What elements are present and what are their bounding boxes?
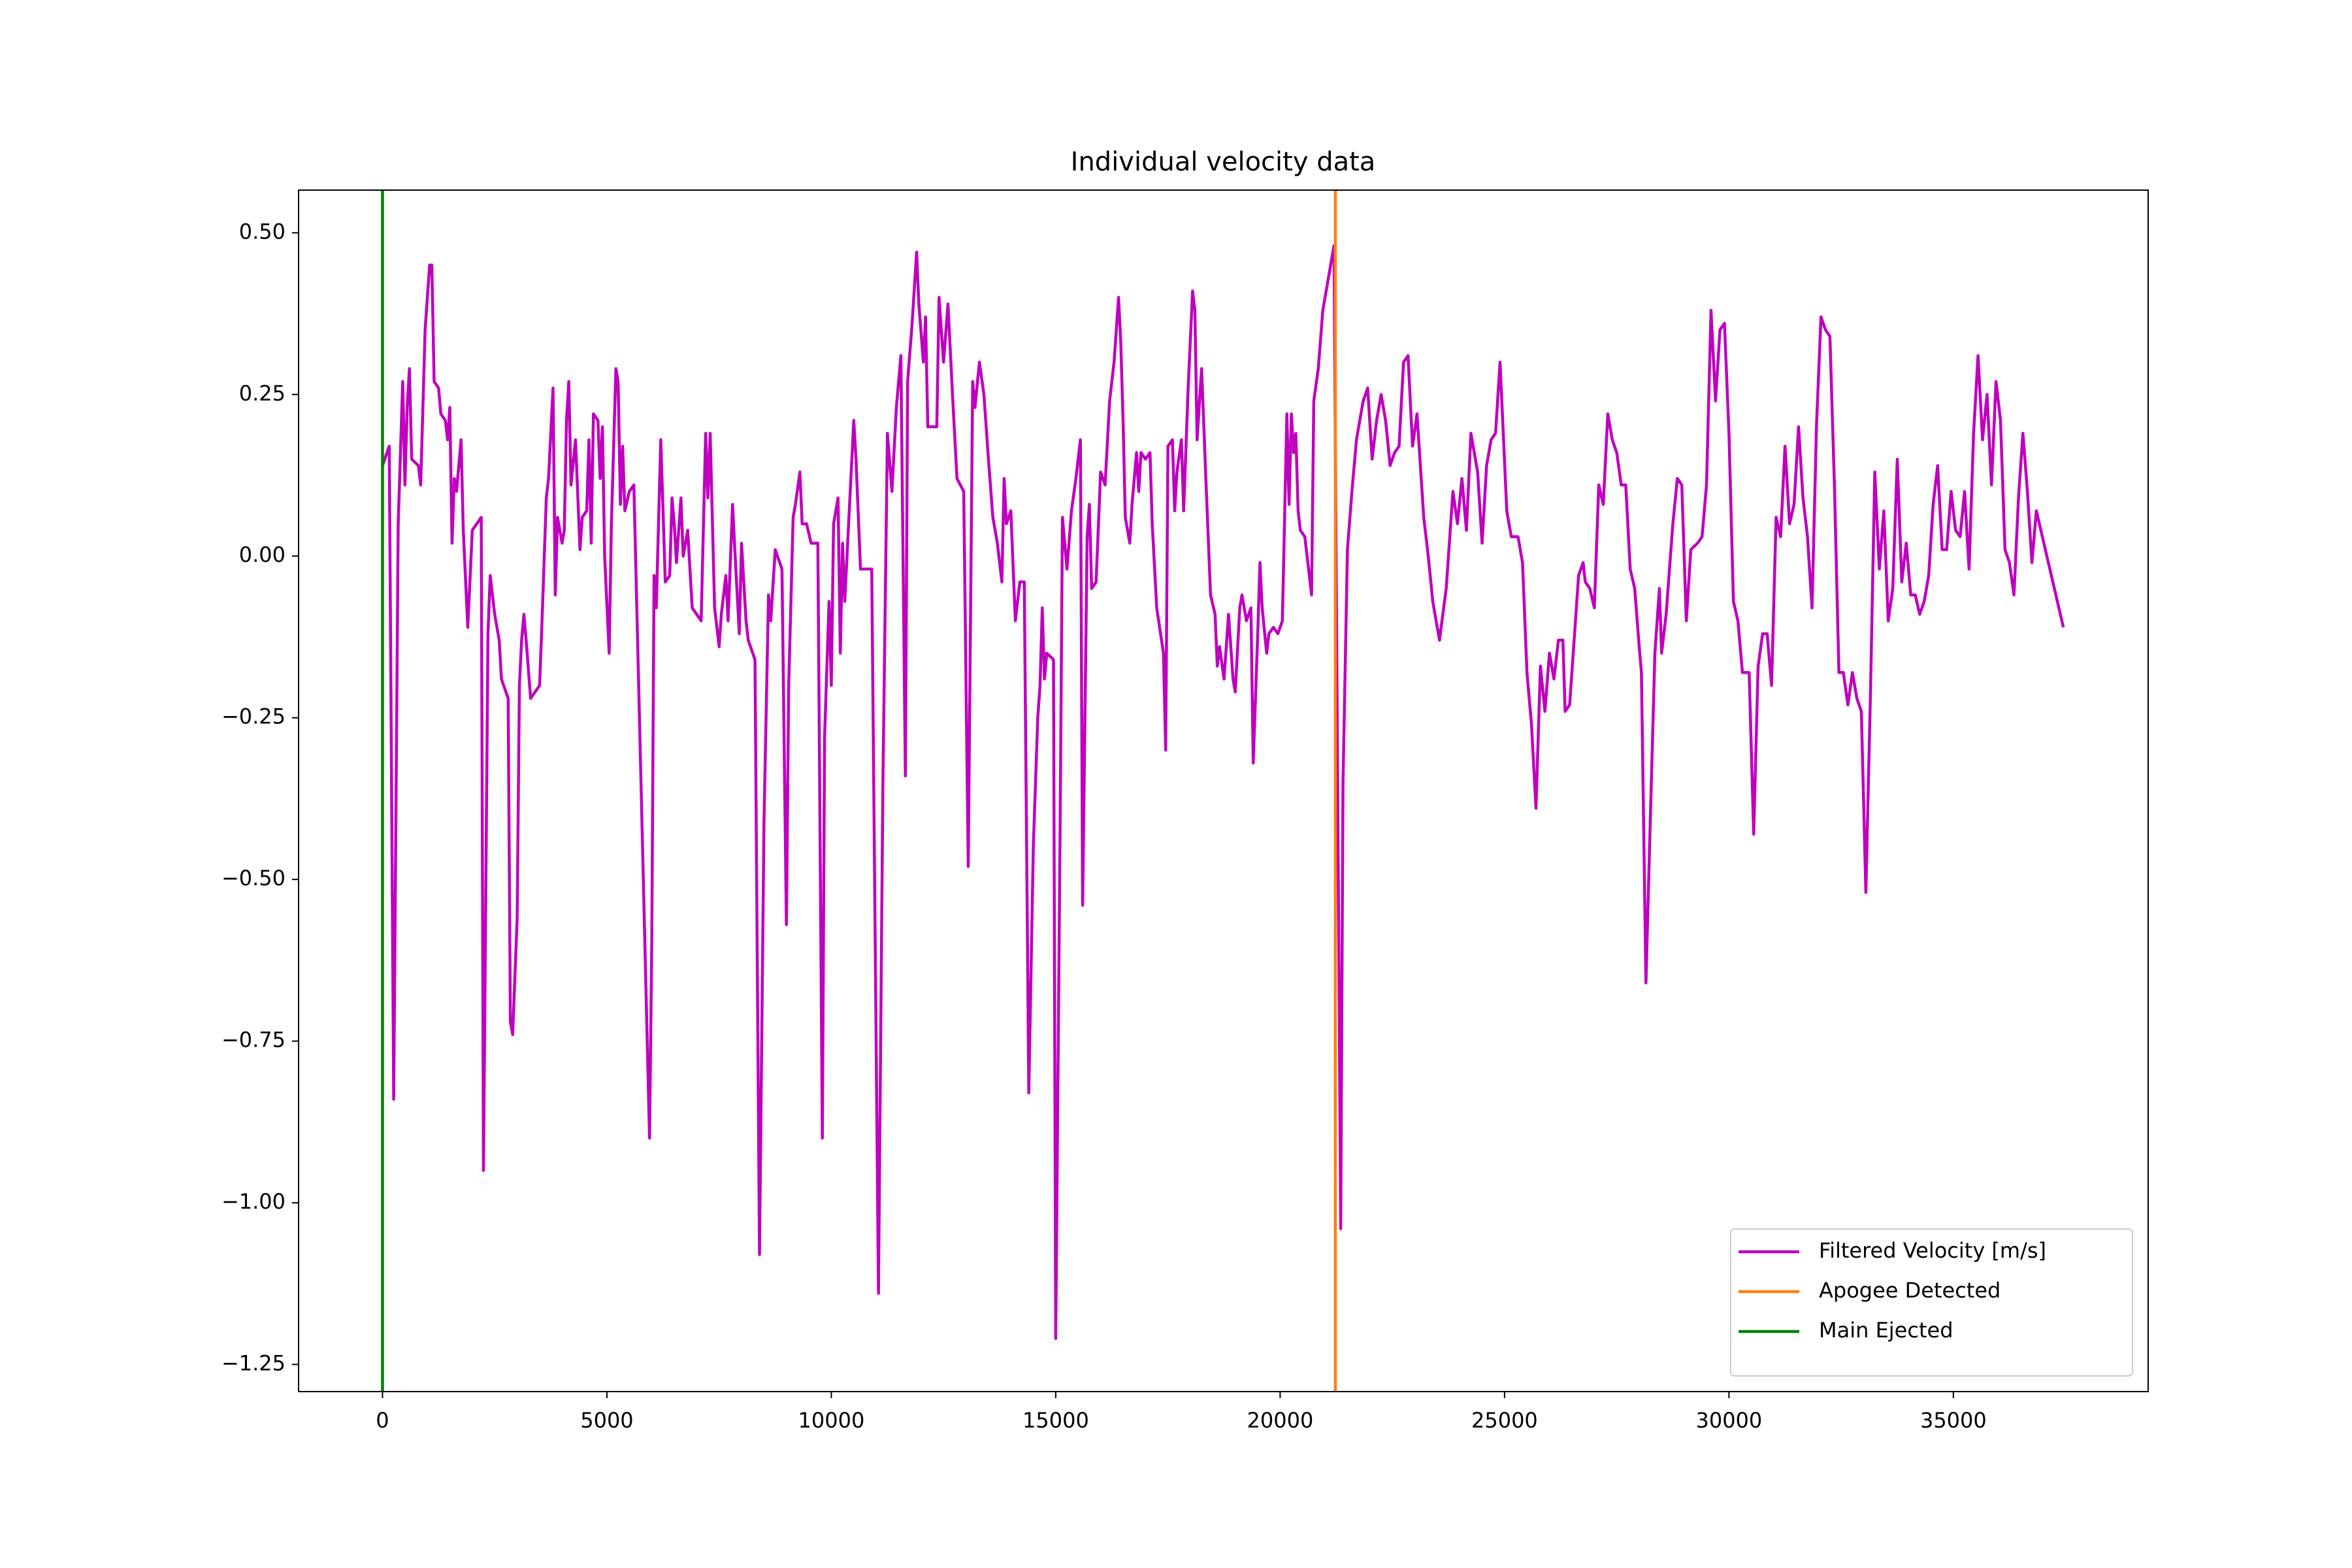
legend-label: Apogee Detected <box>1819 1278 2001 1303</box>
legend-label: Filtered Velocity [m/s] <box>1819 1238 2046 1263</box>
y-tick-label: −1.00 <box>221 1189 286 1214</box>
x-tick-label: 35000 <box>1920 1408 1987 1433</box>
x-tick-label: 5000 <box>580 1408 633 1433</box>
y-tick-label: −0.50 <box>221 866 286 890</box>
y-tick-label: −0.75 <box>221 1028 286 1053</box>
y-tick-label: 0.25 <box>239 381 286 406</box>
x-tick-label: 30000 <box>1695 1408 1762 1433</box>
x-tick-label: 20000 <box>1247 1408 1314 1433</box>
x-tick-label: 0 <box>376 1408 389 1433</box>
y-tick-label: −0.25 <box>221 704 286 729</box>
plot-frame <box>298 189 2149 1392</box>
chart-title: Individual velocity data <box>1071 147 1376 177</box>
series-line <box>381 244 2065 1341</box>
x-tick-label: 25000 <box>1471 1408 1538 1433</box>
legend-label: Main Ejected <box>1819 1318 1953 1343</box>
y-tick-label: 0.00 <box>239 542 286 567</box>
x-tick-label: 10000 <box>798 1408 865 1433</box>
y-tick-label: −1.25 <box>221 1350 286 1375</box>
x-tick-label: 15000 <box>1022 1408 1089 1433</box>
y-tick-label: 0.50 <box>239 219 286 244</box>
legend-box <box>1730 1228 2133 1377</box>
